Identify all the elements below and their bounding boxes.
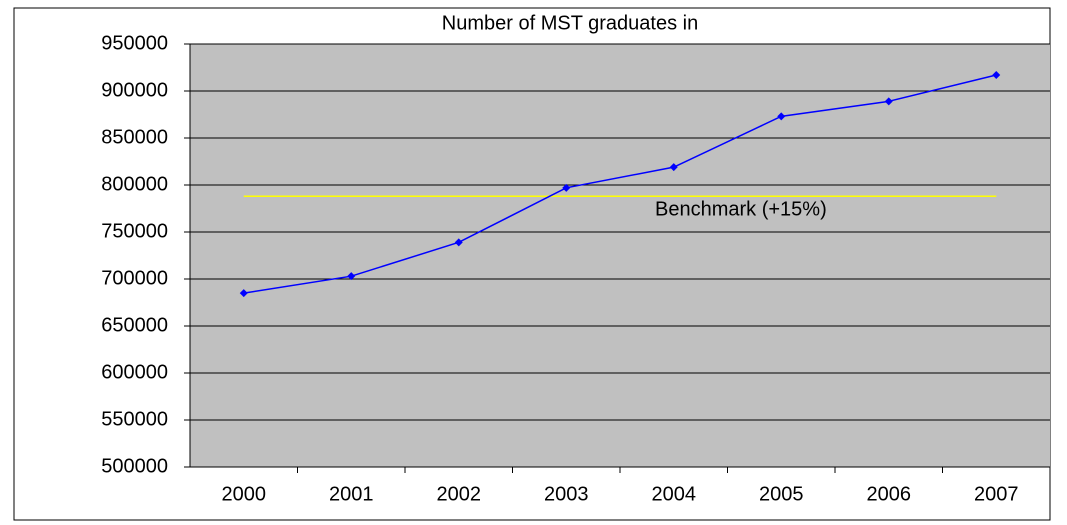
data-point xyxy=(992,71,1001,80)
data-point xyxy=(777,112,786,121)
data-line xyxy=(243,74,997,294)
data-point xyxy=(454,238,463,247)
data-point xyxy=(884,97,893,106)
x-tick-label: 2002 xyxy=(437,483,482,505)
data-point xyxy=(239,289,248,298)
x-tick-label: 2005 xyxy=(759,483,804,505)
plot-area xyxy=(190,44,1050,467)
data-point xyxy=(347,272,356,281)
y-tick-label: 900000 xyxy=(101,79,168,101)
data-point xyxy=(669,163,678,172)
y-tick-label: 950000 xyxy=(101,32,168,54)
y-tick-label: 550000 xyxy=(101,408,168,430)
x-tick-label: 2003 xyxy=(544,483,589,505)
y-tick-label: 750000 xyxy=(101,220,168,242)
data-point xyxy=(562,183,571,192)
x-tick-label: 2004 xyxy=(652,483,697,505)
chart-title: Number of MST graduates in xyxy=(442,12,698,34)
y-tick-label: 650000 xyxy=(101,314,168,336)
x-tick-label: 2001 xyxy=(329,483,374,505)
y-tick-label: 700000 xyxy=(101,267,168,289)
x-tick-label: 2006 xyxy=(867,483,912,505)
y-tick-label: 800000 xyxy=(101,173,168,195)
y-tick-label: 600000 xyxy=(101,361,168,383)
y-tick-label: 500000 xyxy=(101,455,168,477)
benchmark-label: Benchmark (+15%) xyxy=(655,199,827,221)
x-tick-label: 2007 xyxy=(974,483,1019,505)
y-tick-label: 850000 xyxy=(101,126,168,148)
x-tick-label: 2000 xyxy=(222,483,267,505)
